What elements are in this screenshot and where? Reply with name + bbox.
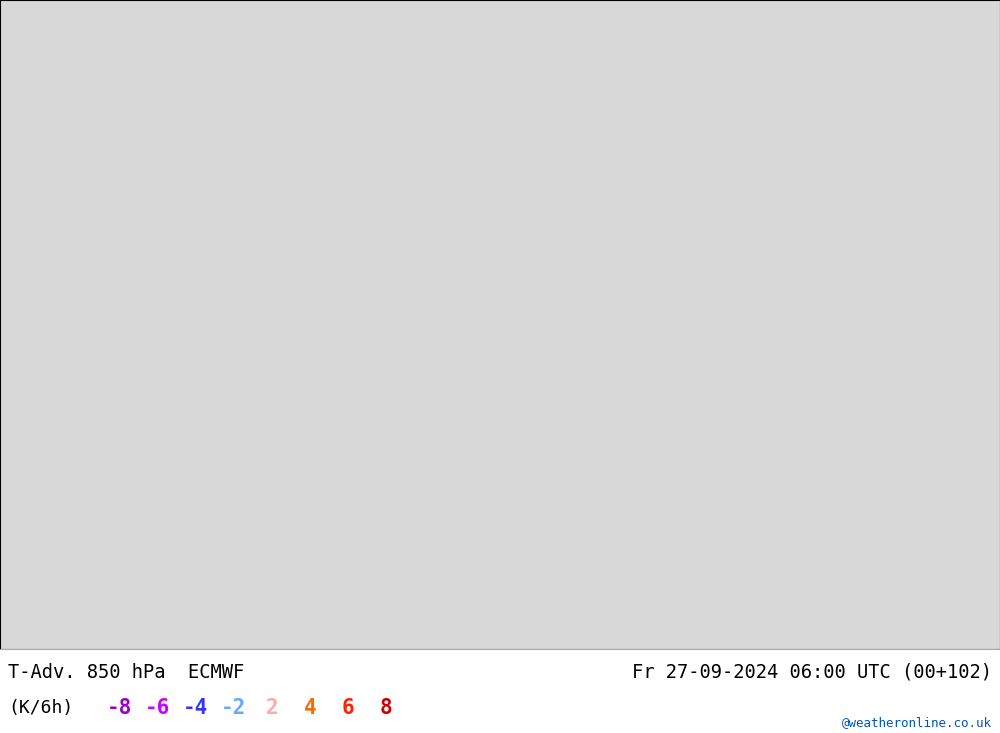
Text: 6: 6 (342, 698, 354, 718)
Text: 4: 4 (304, 698, 316, 718)
Text: T-Adv. 850 hPa  ECMWF: T-Adv. 850 hPa ECMWF (8, 663, 244, 682)
Text: Fr 27-09-2024 06:00 UTC (00+102): Fr 27-09-2024 06:00 UTC (00+102) (632, 663, 992, 682)
Text: 8: 8 (380, 698, 392, 718)
Text: -8: -8 (107, 698, 133, 718)
Text: -2: -2 (221, 698, 247, 718)
Text: @weatheronline.co.uk: @weatheronline.co.uk (842, 716, 992, 729)
Text: -4: -4 (183, 698, 209, 718)
Text: 2: 2 (266, 698, 278, 718)
Text: -6: -6 (145, 698, 171, 718)
Text: (K/6h): (K/6h) (8, 699, 73, 717)
